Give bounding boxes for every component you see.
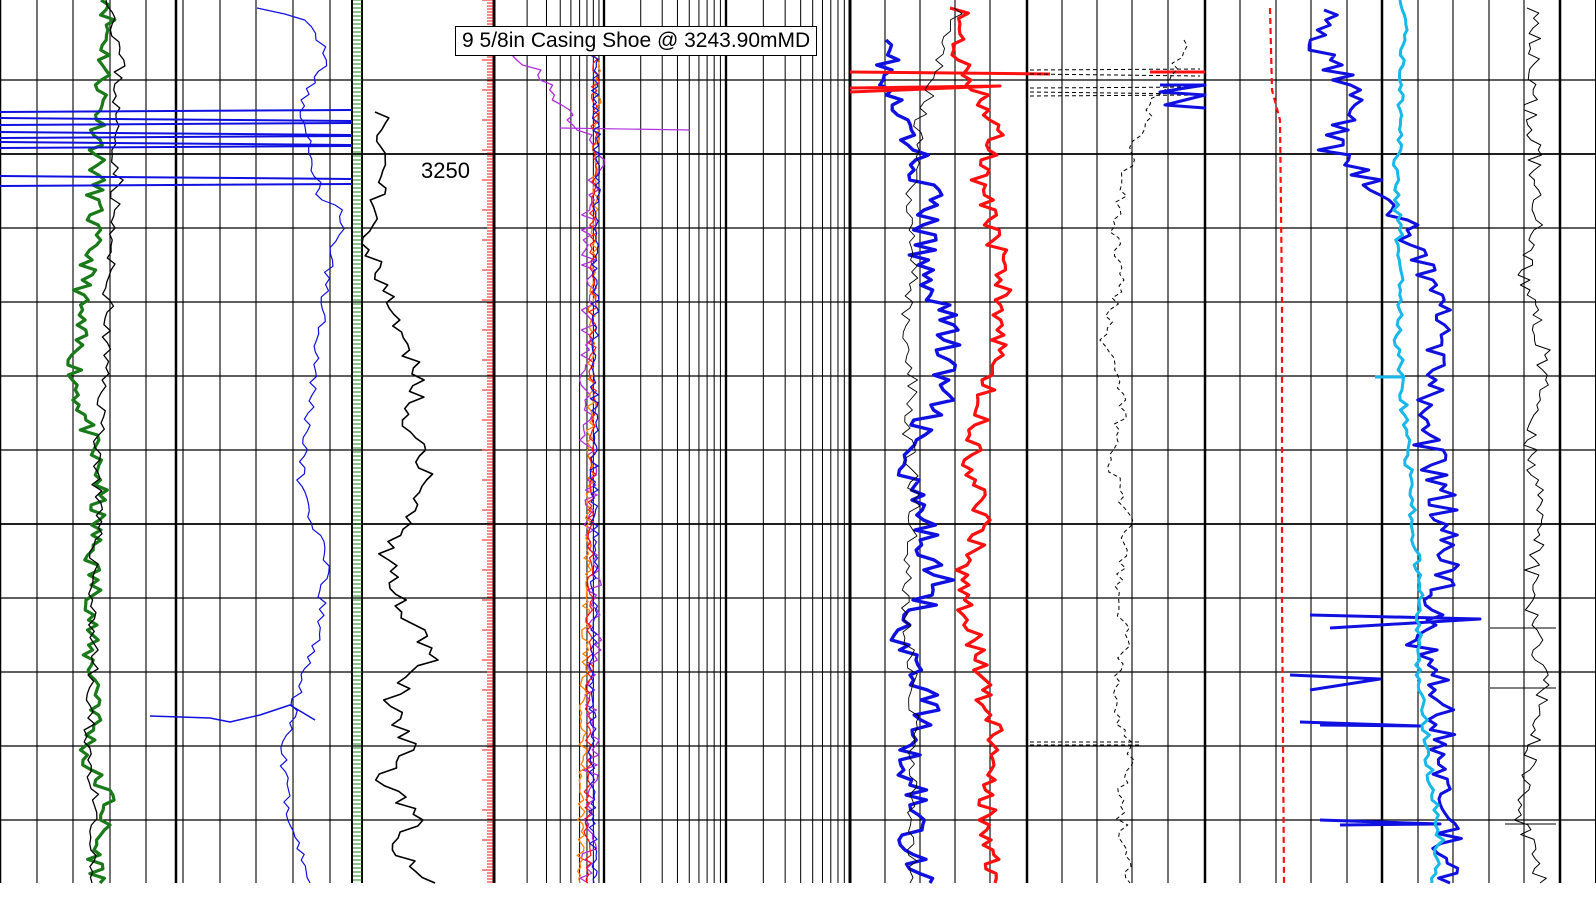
track4-dashed-spike-4 <box>1029 94 1201 97</box>
depth-label-3250: 3250 <box>421 158 470 183</box>
track4-blue-spike-top <box>1158 83 1207 110</box>
track1-blue-spike-6 <box>0 145 353 149</box>
track1-blue-spike-1 <box>0 117 353 122</box>
track4-red-spike-1 <box>849 70 1051 76</box>
track1-blue-spike-2 <box>0 122 353 126</box>
track5-blue-spike-3 <box>1319 818 1442 827</box>
casing-shoe-annotation: 9 5/8in Casing Shoe @ 3243.90mMD <box>455 26 818 56</box>
track3-orange-curve <box>576 54 602 884</box>
track1-blue-spike-5 <box>0 141 353 146</box>
track5-blue-spike-2 <box>1299 720 1422 728</box>
track5-red-dashed-curve <box>1268 7 1286 884</box>
track5-blue-spike-0 <box>1309 613 1482 630</box>
track1-blue-spike-low <box>149 704 316 723</box>
track1-blue-spike-4 <box>0 135 353 139</box>
track2-black-curve <box>361 111 439 884</box>
track4-dashed-spike-0 <box>1029 68 1201 71</box>
track4-thin-curve <box>901 7 963 884</box>
track4-blue-curve <box>875 38 962 884</box>
track1-blue-spike-0 <box>0 109 353 113</box>
track5-blue-spike-1 <box>1289 673 1382 692</box>
track1-blue-spike-3 <box>0 131 353 136</box>
track5-blue-curve <box>1307 8 1463 885</box>
track1-blue-spike-8 <box>0 183 353 187</box>
track3-purple-curve <box>511 54 605 884</box>
track3-red-curve <box>583 54 600 884</box>
track4-dashed-spike-2 <box>1029 86 1201 89</box>
track4-red-curve <box>949 6 1013 884</box>
track6-black-curve <box>1513 7 1551 884</box>
track3-purple-spike <box>559 127 691 131</box>
track4-dashed-curve <box>1099 39 1188 884</box>
track1-blue-curve <box>256 7 345 884</box>
track4-red-spike-2 <box>849 84 1002 94</box>
track3-blue-curve <box>587 54 602 884</box>
track1-black-curve <box>83 0 126 884</box>
track1-blue-spike-7 <box>0 175 353 180</box>
track5-cyan-curve <box>1391 0 1446 884</box>
track4-dashed-spike-1 <box>1029 73 1201 77</box>
